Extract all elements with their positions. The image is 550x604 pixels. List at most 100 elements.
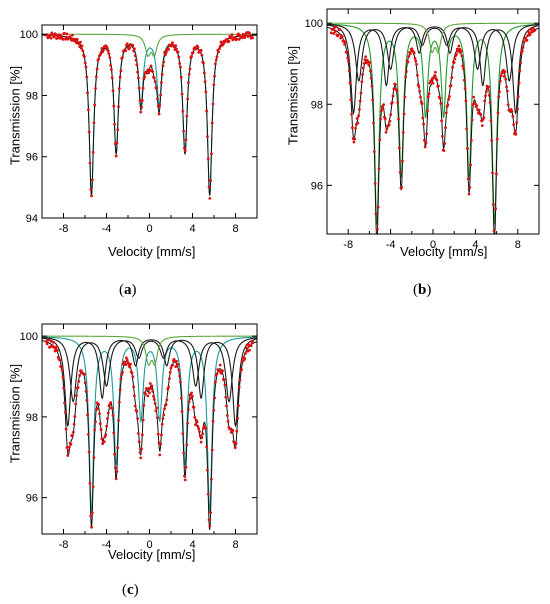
data-point: [377, 167, 381, 171]
chart-a-xtick-label: -4: [102, 223, 112, 235]
data-point: [128, 365, 132, 369]
data-point: [133, 394, 136, 398]
data-point: [533, 28, 537, 32]
data-point: [504, 77, 508, 81]
data-point: [368, 69, 372, 73]
data-point: [466, 177, 470, 181]
data-point: [203, 80, 207, 84]
data-point: [108, 56, 112, 59]
data-point: [329, 31, 333, 35]
data-point: [125, 358, 129, 362]
data-point: [456, 49, 460, 53]
data-point: [403, 95, 407, 99]
data-point: [184, 138, 188, 142]
data-point: [64, 427, 68, 431]
chart-b-ytick-label: 98: [311, 99, 323, 111]
data-point: [414, 59, 418, 63]
data-point: [522, 40, 526, 44]
data-point: [90, 194, 93, 198]
data-point: [237, 404, 240, 408]
data-point: [172, 357, 176, 361]
data-point: [117, 87, 121, 90]
data-point: [483, 99, 487, 103]
data-point: [465, 127, 469, 131]
data-point: [81, 49, 85, 53]
data-point: [192, 405, 196, 409]
data-point: [362, 62, 366, 65]
data-point: [438, 96, 442, 100]
data-point: [86, 413, 89, 417]
data-point: [347, 69, 351, 73]
data-point: [99, 428, 103, 431]
data-point: [188, 393, 192, 397]
data-point: [117, 418, 120, 422]
data-point: [233, 446, 237, 450]
data-point: [404, 70, 408, 73]
data-point: [94, 75, 98, 79]
data-point: [83, 381, 87, 385]
data-point: [204, 90, 208, 94]
data-point: [529, 27, 533, 31]
data-point: [148, 391, 151, 395]
data-point: [218, 363, 222, 367]
data-point: [235, 37, 239, 41]
data-point: [87, 130, 91, 134]
data-point: [395, 89, 399, 93]
data-point: [79, 46, 83, 50]
data-point: [394, 83, 397, 86]
data-point: [470, 118, 474, 122]
data-point: [427, 92, 431, 96]
data-point: [462, 78, 466, 82]
data-point: [209, 179, 213, 182]
data-point: [88, 161, 92, 165]
data-point: [528, 33, 532, 37]
data-point: [406, 60, 410, 64]
data-point: [161, 64, 165, 68]
data-point: [121, 370, 124, 374]
data-point: [113, 452, 116, 456]
data-point: [400, 185, 404, 189]
data-point: [368, 61, 371, 64]
data-point: [372, 150, 376, 154]
data-point: [131, 375, 135, 379]
data-point: [339, 36, 343, 40]
data-point: [517, 81, 521, 85]
data-point: [499, 74, 503, 78]
data-point: [169, 366, 173, 370]
data-point: [449, 84, 453, 87]
data-point: [468, 185, 472, 189]
data-point: [218, 45, 222, 48]
data-point: [61, 375, 65, 379]
data-point: [378, 138, 382, 142]
data-point: [155, 406, 159, 410]
data-point: [179, 396, 183, 400]
data-point: [374, 212, 378, 216]
data-point: [108, 403, 112, 407]
chart-b-subspectrum-3: [327, 23, 539, 82]
data-point: [134, 58, 138, 62]
data-point: [183, 474, 186, 478]
data-point: [352, 140, 356, 144]
data-point: [129, 362, 132, 366]
data-point: [183, 146, 186, 150]
data-point: [496, 111, 500, 115]
data-point: [147, 386, 151, 390]
data-point: [521, 46, 525, 49]
data-point: [118, 75, 122, 79]
data-point: [133, 404, 137, 408]
data-point: [505, 85, 508, 89]
data-point: [350, 126, 354, 130]
data-point: [62, 386, 66, 390]
data-point: [237, 32, 240, 36]
data-point: [348, 81, 352, 85]
data-point: [180, 92, 184, 96]
chart-c-xlabel: Velocity [mm/s]: [108, 547, 196, 562]
chart-b-fit-envelope: [327, 26, 539, 234]
data-point: [497, 95, 501, 99]
chart-b-xtick-label: 0: [430, 239, 436, 251]
data-point: [90, 178, 94, 182]
data-point: [213, 74, 217, 78]
data-point: [153, 402, 157, 405]
chart-panel-a: -8 -4 0 4 8 94 96 98 100 Transmission [%] Veloci…: [0, 0, 275, 300]
data-point: [89, 514, 93, 518]
